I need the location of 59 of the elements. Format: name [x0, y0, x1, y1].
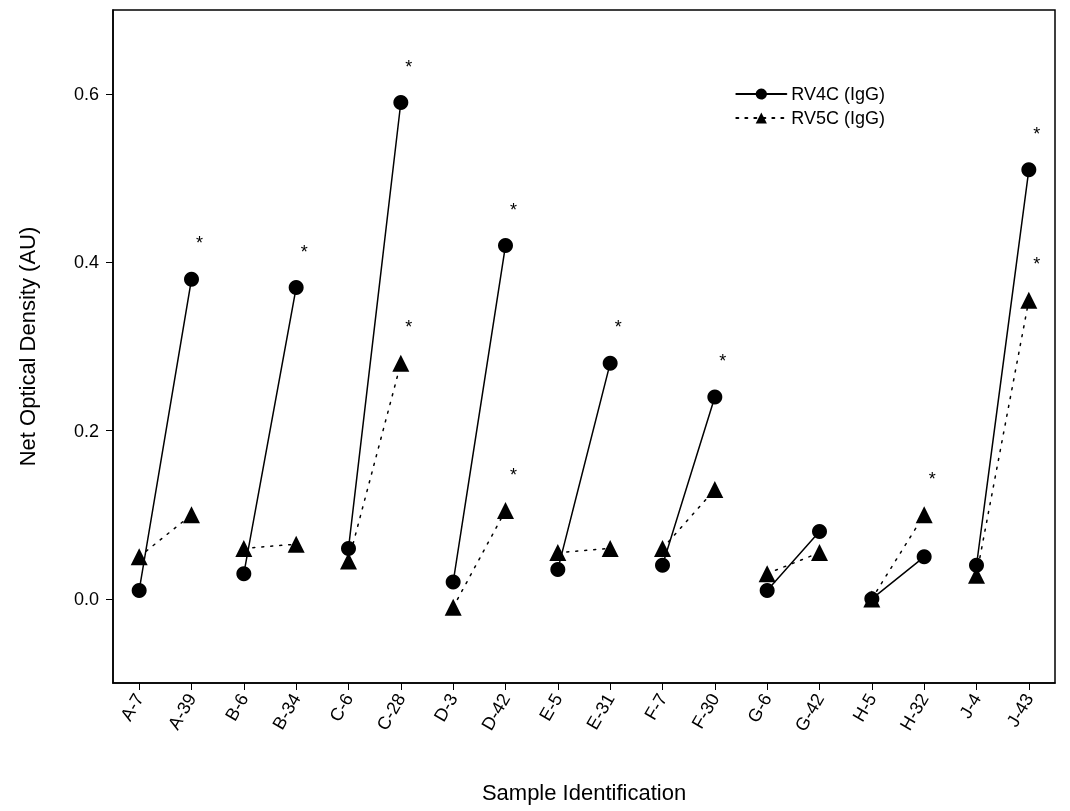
- point: [235, 539, 253, 557]
- x-tick-label: E-5: [535, 690, 567, 725]
- point: [916, 549, 932, 565]
- point: [602, 355, 618, 371]
- y-tick-label: 0.2: [73, 420, 99, 441]
- point: [130, 548, 148, 566]
- point: [184, 271, 199, 287]
- legend-label: RV4C (IgG): [791, 84, 886, 104]
- annotation: *: [1033, 254, 1041, 275]
- point: [497, 502, 514, 520]
- point: [550, 561, 566, 577]
- annotation: *: [195, 233, 204, 254]
- point: [655, 557, 670, 573]
- y-tick-label: 0.0: [73, 588, 99, 609]
- x-tick-label: C-6: [325, 690, 358, 726]
- x-tick-label: A-7: [116, 690, 148, 725]
- point: [601, 539, 619, 557]
- point: [288, 280, 304, 296]
- point: [915, 506, 933, 524]
- x-axis-title: Sample Identification: [481, 779, 687, 805]
- y-tick-label: 0.4: [73, 252, 99, 273]
- annotation: *: [509, 464, 518, 485]
- point: [1020, 291, 1038, 309]
- x-tick-label: B-6: [221, 690, 253, 725]
- point: [498, 238, 513, 254]
- annotation: *: [509, 199, 518, 220]
- annotation: *: [614, 317, 622, 338]
- point: [758, 565, 776, 583]
- point: [341, 540, 356, 556]
- point: [811, 544, 828, 562]
- annotation: *: [405, 56, 413, 77]
- point: [1021, 162, 1037, 178]
- point: [236, 566, 252, 582]
- legend-label: RV5C (IgG): [791, 108, 886, 128]
- point: [445, 574, 461, 590]
- annotation: *: [928, 468, 936, 489]
- point: [706, 481, 724, 499]
- annotation: *: [1033, 123, 1041, 144]
- point: [812, 524, 827, 540]
- x-tick-label: F-7: [640, 690, 672, 724]
- y-axis-title: Net Optical Density (AU): [14, 226, 40, 467]
- point: [759, 582, 775, 598]
- x-tick-label: G-6: [743, 690, 776, 726]
- annotation: *: [719, 350, 727, 371]
- point: [392, 354, 410, 372]
- point: [549, 544, 567, 562]
- annotation: *: [300, 241, 308, 262]
- point: [707, 389, 723, 405]
- y-tick-label: 0.6: [73, 84, 99, 105]
- annotation: *: [405, 317, 413, 338]
- point: [131, 582, 147, 598]
- point: [287, 535, 305, 553]
- x-tick-label: H-5: [848, 690, 881, 726]
- x-tick-label: D-3: [430, 690, 462, 726]
- x-tick-label: J-4: [955, 690, 986, 722]
- point: [654, 539, 671, 557]
- point: [444, 598, 462, 616]
- point: [183, 506, 200, 524]
- point: [393, 95, 409, 111]
